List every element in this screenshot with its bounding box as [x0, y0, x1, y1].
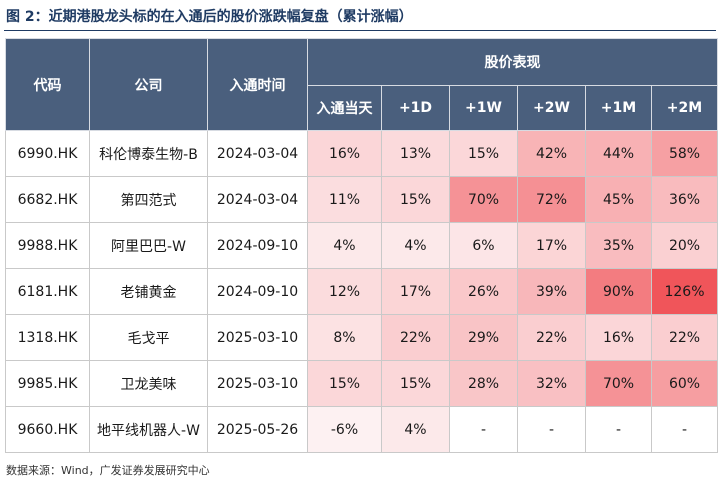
cell-company: 老铺黄金: [89, 268, 208, 315]
cell-code: 1318.HK: [5, 314, 90, 361]
cell-code: 6990.HK: [5, 130, 90, 177]
cell-date: 2025-03-10: [207, 360, 308, 407]
cell-date: 2025-05-26: [207, 406, 308, 453]
cell-value: 20%: [651, 222, 718, 269]
cell-value: -: [517, 406, 586, 453]
cell-code: 9988.HK: [5, 222, 90, 269]
cell-value: 70%: [449, 176, 518, 223]
cell-value: 4%: [307, 222, 382, 269]
cell-value: 22%: [517, 314, 586, 361]
table-row: 9988.HK 阿里巴巴-W 2024-09-10 4% 4% 6% 17% 3…: [5, 222, 718, 269]
cell-value: 15%: [307, 360, 382, 407]
cell-value: 29%: [449, 314, 518, 361]
cell-company: 科伦博泰生物-B: [89, 130, 208, 177]
cell-date: 2024-09-10: [207, 268, 308, 315]
cell-value: 22%: [381, 314, 450, 361]
cell-value: 15%: [381, 360, 450, 407]
cell-value: 11%: [307, 176, 382, 223]
header-code: 代码: [5, 38, 90, 131]
cell-value: 13%: [381, 130, 450, 177]
cell-value: 90%: [585, 268, 652, 315]
cell-value: 42%: [517, 130, 586, 177]
cell-value: -: [449, 406, 518, 453]
cell-code: 6682.HK: [5, 176, 90, 223]
table-row: 9660.HK 地平线机器人-W 2025-05-26 -6% 4% - - -…: [5, 406, 718, 453]
cell-value: 17%: [381, 268, 450, 315]
cell-value: 12%: [307, 268, 382, 315]
cell-value: 26%: [449, 268, 518, 315]
cell-value: 70%: [585, 360, 652, 407]
cell-company: 第四范式: [89, 176, 208, 223]
figure-title: 图 2：近期港股龙头标的在入通后的股价涨跌幅复盘（累计涨幅）: [6, 9, 413, 25]
cell-code: 9660.HK: [5, 406, 90, 453]
cell-value: 72%: [517, 176, 586, 223]
cell-value: 15%: [381, 176, 450, 223]
header-period: 入通当天: [307, 85, 382, 131]
header-period: +1M: [585, 85, 652, 131]
table-row: 9985.HK 卫龙美味 2025-03-10 15% 15% 28% 32% …: [5, 360, 718, 407]
cell-value: 22%: [651, 314, 718, 361]
cell-date: 2024-09-10: [207, 222, 308, 269]
header-period: +1W: [449, 85, 518, 131]
header-company: 公司: [89, 38, 208, 131]
title-divider: [4, 30, 716, 31]
cell-value: -: [585, 406, 652, 453]
table-row: 6990.HK 科伦博泰生物-B 2024-03-04 16% 13% 15% …: [5, 130, 718, 177]
cell-value: 36%: [651, 176, 718, 223]
header-period: +2W: [517, 85, 586, 131]
cell-value: 28%: [449, 360, 518, 407]
cell-value: -6%: [307, 406, 382, 453]
cell-value: 6%: [449, 222, 518, 269]
cell-value: 4%: [381, 406, 450, 453]
cell-value: 16%: [585, 314, 652, 361]
cell-value: 4%: [381, 222, 450, 269]
cell-company: 阿里巴巴-W: [89, 222, 208, 269]
cell-date: 2024-03-04: [207, 176, 308, 223]
cell-company: 卫龙美味: [89, 360, 208, 407]
header-period: +1D: [381, 85, 450, 131]
header-performance-group: 股价表现: [307, 38, 718, 86]
header-entry-date: 入通时间: [207, 38, 308, 131]
cell-value: 8%: [307, 314, 382, 361]
cell-code: 9985.HK: [5, 360, 90, 407]
cell-value: 45%: [585, 176, 652, 223]
cell-company: 地平线机器人-W: [89, 406, 208, 453]
cell-value: 60%: [651, 360, 718, 407]
cell-company: 毛戈平: [89, 314, 208, 361]
cell-value: 39%: [517, 268, 586, 315]
table-row: 6181.HK 老铺黄金 2024-09-10 12% 17% 26% 39% …: [5, 268, 718, 315]
performance-table: 代码 公司 入通时间 股价表现 入通当天 +1D +1W +2W +1M +2M…: [5, 38, 718, 453]
cell-date: 2024-03-04: [207, 130, 308, 177]
table-row: 1318.HK 毛戈平 2025-03-10 8% 22% 29% 22% 16…: [5, 314, 718, 361]
cell-value: 15%: [449, 130, 518, 177]
cell-value: -: [651, 406, 718, 453]
cell-value: 44%: [585, 130, 652, 177]
source-note: 数据来源：Wind，广发证券发展研究中心: [6, 464, 210, 477]
cell-code: 6181.HK: [5, 268, 90, 315]
cell-value: 35%: [585, 222, 652, 269]
cell-value: 126%: [651, 268, 718, 315]
cell-value: 58%: [651, 130, 718, 177]
header-period: +2M: [651, 85, 718, 131]
cell-value: 32%: [517, 360, 586, 407]
table-row: 6682.HK 第四范式 2024-03-04 11% 15% 70% 72% …: [5, 176, 718, 223]
cell-value: 17%: [517, 222, 586, 269]
cell-value: 16%: [307, 130, 382, 177]
cell-date: 2025-03-10: [207, 314, 308, 361]
